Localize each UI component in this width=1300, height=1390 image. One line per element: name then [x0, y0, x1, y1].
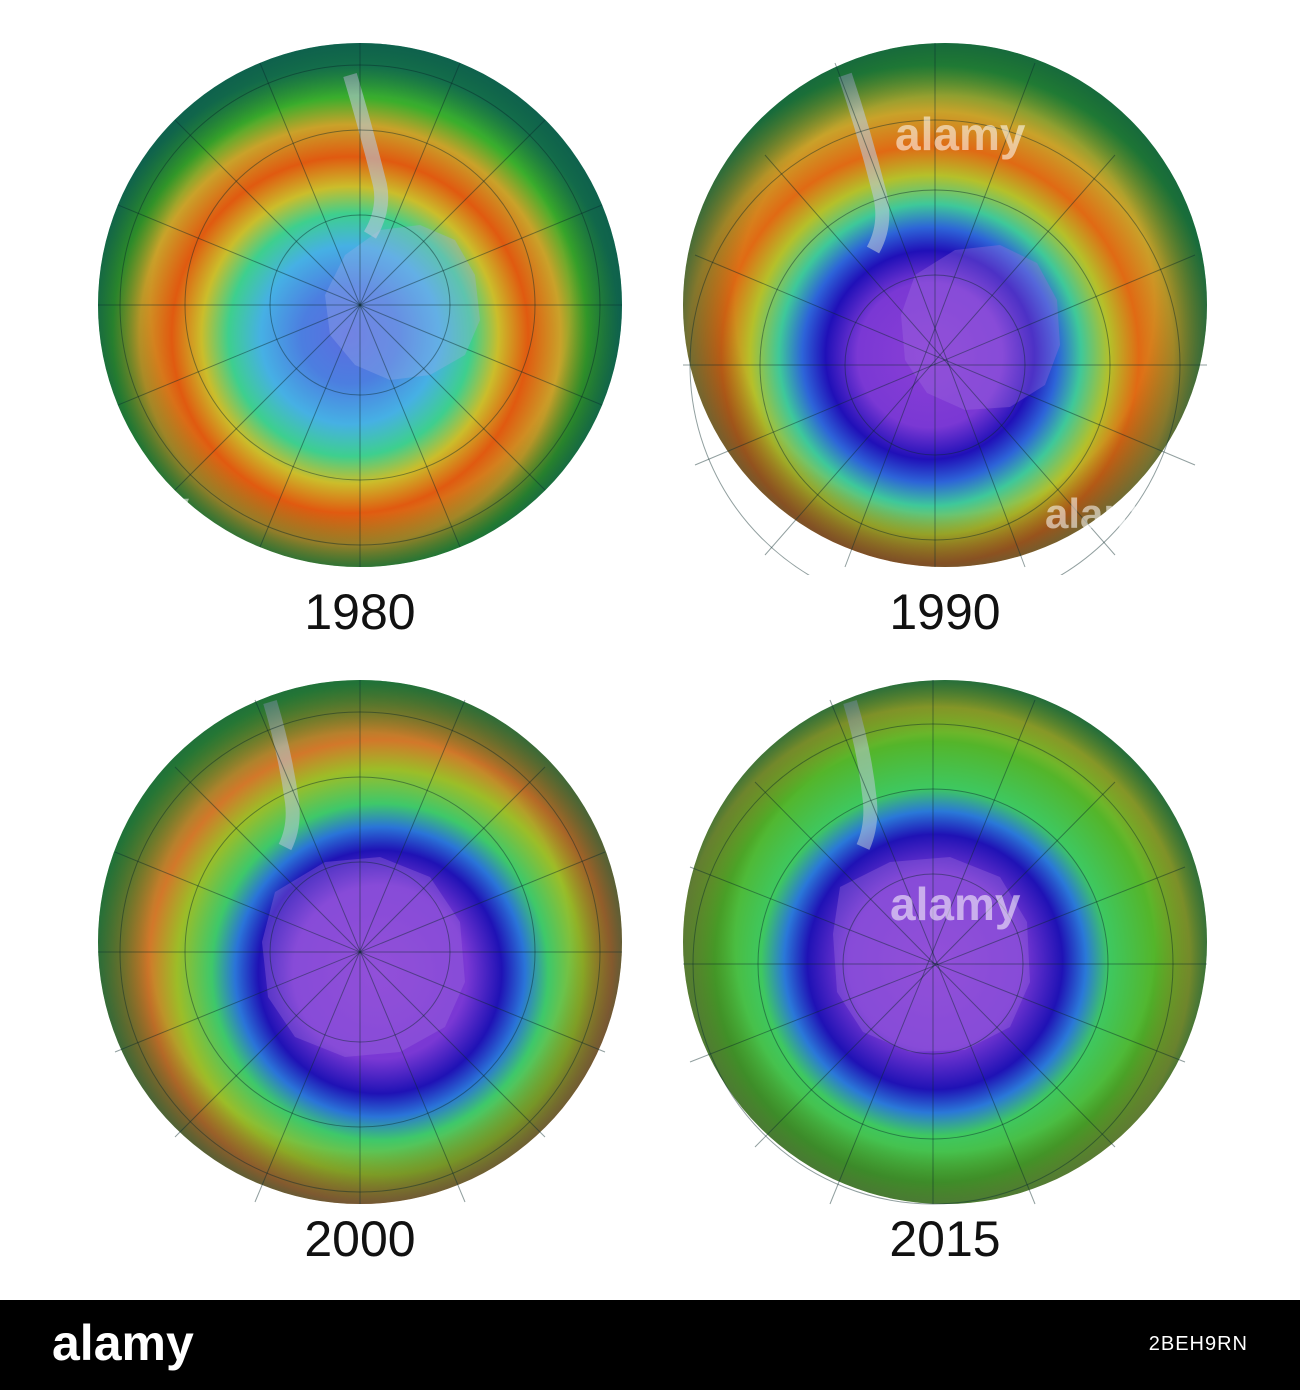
panel-2000: 2000 — [80, 672, 640, 1272]
panel-1980: alamy 1980 — [70, 35, 640, 640]
year-label-2000: 2000 — [304, 1211, 416, 1267]
footer-bar: alamy 2BEH9RN — [0, 1300, 1300, 1390]
ozone-globe-2000 — [98, 680, 622, 1204]
year-label-2015: 2015 — [889, 1211, 1001, 1267]
ozone-globe-2015 — [683, 680, 1207, 1205]
year-label-1990: 1990 — [889, 584, 1001, 640]
alamy-logo[interactable]: alamy — [52, 1315, 194, 1371]
year-label-1980: 1980 — [304, 584, 416, 640]
ozone-globe-1980 — [98, 43, 622, 567]
ozone-globe-1990 — [683, 43, 1207, 575]
image-id: 2BEH9RN — [1148, 1333, 1248, 1355]
panel-1990: alamy alamy 1990 — [665, 35, 1225, 640]
panel-2015: alamy 2015 — [665, 672, 1225, 1272]
